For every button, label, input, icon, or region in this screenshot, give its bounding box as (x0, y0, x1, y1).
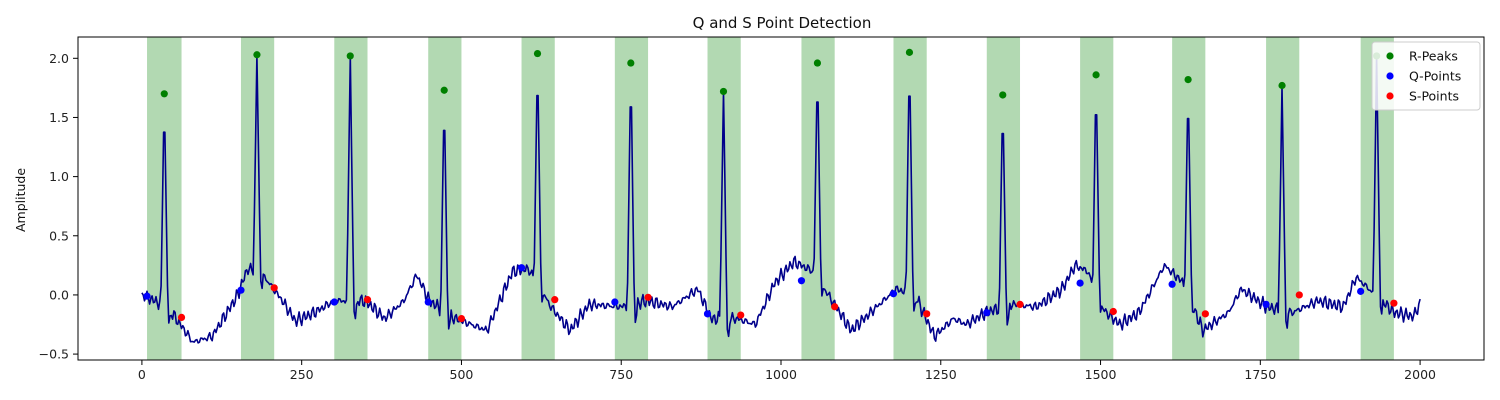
x-tick-label: 0 (138, 367, 146, 382)
s-point-marker-7 (737, 311, 745, 319)
q-point-marker-4 (424, 298, 432, 306)
y-tick-label: 2.0 (49, 51, 69, 66)
r-peak-marker-1 (160, 90, 168, 98)
s-point-marker-2 (270, 284, 278, 292)
q-point-marker-5 (517, 264, 526, 272)
ecg-signal-line (141, 53, 1421, 344)
legend-marker-3 (1386, 92, 1394, 100)
r-peak-marker-6 (627, 59, 635, 67)
qrs-region-1 (147, 37, 182, 360)
s-point-marker-14 (1390, 299, 1398, 307)
q-point-marker-7 (703, 310, 712, 318)
r-peak-marker-2 (253, 51, 261, 59)
x-tick-label: 500 (450, 367, 474, 382)
x-tick-label: 1500 (1085, 367, 1117, 382)
qrs-region-12 (1172, 37, 1206, 360)
x-tick-label: 250 (290, 367, 314, 382)
legend-label: R-Peaks (1409, 49, 1458, 64)
x-tick-label: 1250 (925, 367, 957, 382)
qrs-region-10 (986, 37, 1021, 360)
r-peak-marker-9 (905, 48, 914, 56)
s-point-marker-10 (1016, 300, 1024, 308)
axes: 0 250 500 750 1000 1250 1500 1750 2000 −0.5 0.0 0.5… (39, 36, 1485, 382)
r-peak-marker-10 (999, 91, 1007, 99)
legend-label: S-Points (1409, 89, 1459, 104)
s-point-marker-6 (644, 293, 652, 301)
legend-marker-2 (1386, 72, 1394, 80)
q-point-marker-1 (143, 292, 151, 300)
s-point-marker-11 (1109, 307, 1117, 316)
y-tick-label: 1.5 (49, 110, 69, 125)
q-point-marker-14 (1357, 287, 1365, 295)
r-peak-marker-12 (1184, 75, 1192, 84)
qrs-region-4 (428, 37, 462, 360)
x-tick-label: 750 (609, 367, 633, 382)
y-tick-label: 1.0 (49, 169, 69, 184)
r-peak-marker-7 (719, 87, 728, 96)
plot-area (141, 37, 1421, 360)
q-point-marker-2 (237, 286, 245, 294)
y-tick-label: 0.0 (49, 287, 69, 302)
legend: R-Peaks Q-Points S-Points (1371, 41, 1481, 111)
q-point-marker-11 (1076, 279, 1084, 287)
x-tick-label: 1000 (765, 367, 797, 382)
q-point-marker-8 (797, 277, 806, 285)
q-point-marker-10 (983, 309, 991, 317)
x-tick-label: 2000 (1404, 367, 1436, 382)
y-tick-label: −0.5 (39, 347, 69, 362)
s-point-marker-1 (177, 313, 186, 322)
q-point-marker-3 (330, 298, 338, 306)
s-point-marker-9 (923, 310, 931, 318)
r-peak-marker-5 (533, 49, 542, 58)
s-point-marker-8 (831, 303, 839, 311)
q-point-marker-9 (889, 290, 898, 298)
qrs-region-5 (521, 37, 555, 360)
s-point-marker-3 (363, 296, 372, 304)
q-point-marker-13 (1262, 300, 1270, 308)
qrs-region-6 (614, 37, 649, 360)
qrs-region-11 (1080, 37, 1114, 360)
s-point-marker-13 (1295, 291, 1303, 299)
qrs-region-8 (801, 37, 835, 360)
legend-box (1371, 41, 1481, 111)
s-point-marker-5 (551, 296, 559, 304)
r-peak-marker-8 (813, 59, 822, 67)
r-peak-marker-4 (440, 86, 448, 94)
legend-marker-1 (1386, 52, 1394, 60)
r-peak-marker-11 (1092, 71, 1100, 79)
y-axis-label: Amplitude (13, 168, 28, 232)
q-point-marker-12 (1168, 280, 1176, 288)
r-peak-marker-13 (1278, 81, 1286, 90)
y-tick-label: 0.5 (49, 228, 69, 243)
s-point-marker-4 (457, 314, 466, 323)
legend-label: Q-Points (1409, 69, 1461, 84)
r-peak-marker-3 (346, 52, 354, 60)
x-tick-label: 1750 (1244, 367, 1276, 382)
qrs-region-7 (707, 37, 741, 360)
s-point-marker-12 (1201, 310, 1209, 318)
q-point-marker-6 (611, 298, 619, 306)
chart-title: Q and S Point Detection (693, 14, 872, 32)
